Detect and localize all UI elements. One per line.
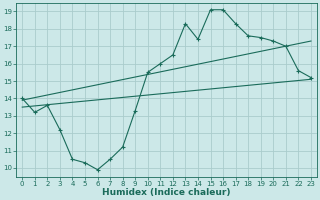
- X-axis label: Humidex (Indice chaleur): Humidex (Indice chaleur): [102, 188, 231, 197]
